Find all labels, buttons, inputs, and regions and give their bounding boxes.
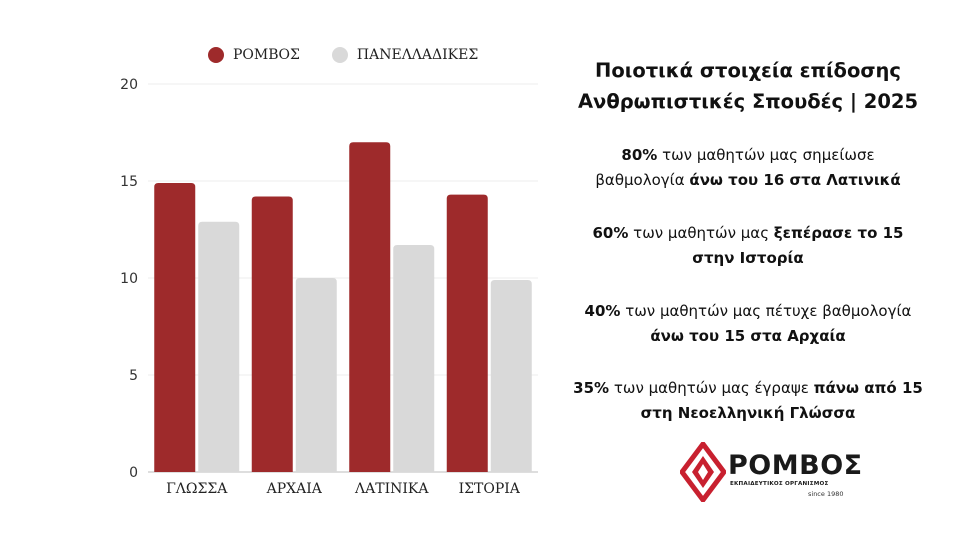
legend-item-romvos: ΡΟΜΒΟΣ	[208, 47, 300, 63]
stat-language-bold2: στη Νεοελληνική Γλώσσα	[640, 404, 856, 422]
chart-area: ΡΟΜΒΟΣ ΠΑΝΕΛΛΑΔΙΚΕΣ 0 5 10 15 20 ΓΛΩΣΣΑ ΑΡΧΑΙΑ…	[120, 47, 538, 497]
stat-history: 60% των μαθητών μας ξεπέρασε το 15 στην …	[548, 221, 948, 271]
panel-title-line2: Ανθρωπιστικές Σπουδές | 2025	[577, 90, 919, 113]
chart-legend: ΡΟΜΒΟΣ ΠΑΝΕΛΛΑΔΙΚΕΣ	[208, 47, 478, 63]
legend-label-romvos: ΡΟΜΒΟΣ	[233, 47, 300, 63]
bar-panelladikes	[490, 279, 532, 472]
stat-language-pct: 35%	[573, 379, 610, 397]
romvos-logo: ΡΟΜΒΟΣ ΕΚΠΑΙΔΕΥΤΙΚΟΣ ΟΡΓΑΝΙΣΜΟΣ since 19…	[680, 442, 863, 502]
stat-language-bold1: πάνω από 15	[813, 379, 923, 397]
stat-language-text1: των μαθητών μας έγραψε	[609, 379, 814, 397]
y-tick-label: 0	[129, 465, 138, 481]
logo-since: since 1980	[808, 490, 844, 498]
stat-ancient: 40% των μαθητών μας πέτυχε βαθμολογία άν…	[548, 299, 948, 349]
logo-subtitle: ΕΚΠΑΙΔΕΥΤΙΚΟΣ ΟΡΓΑΝΙΣΜΟΣ	[730, 481, 829, 487]
bar-romvos	[446, 194, 488, 472]
stat-latin-text1: των μαθητών μας σημείωσε	[657, 146, 875, 164]
bar-panelladikes	[393, 245, 435, 472]
legend-label-panelladikes: ΠΑΝΕΛΛΑΔΙΚΕΣ	[356, 47, 479, 63]
legend-swatch-panelladikes	[331, 47, 348, 63]
logo-name: ΡΟΜΒΟΣ	[728, 450, 863, 481]
stat-ancient-bold2: άνω του 15 στα Αρχαία	[650, 327, 846, 345]
stat-ancient-text1: των μαθητών μας πέτυχε βαθμολογία	[620, 302, 912, 320]
stat-language: 35% των μαθητών μας έγραψε πάνω από 15 σ…	[548, 376, 948, 426]
x-tick-label: ΙΣΤΟΡΙΑ	[459, 481, 521, 497]
x-tick-label: ΑΡΧΑΙΑ	[266, 481, 323, 497]
stat-latin-pct: 80%	[621, 146, 658, 164]
bar-panelladikes	[295, 278, 337, 472]
stat-ancient-pct: 40%	[584, 302, 621, 320]
stat-history-bold2: στην Ιστορία	[692, 249, 804, 267]
x-tick-label: ΛΑΤΙΝΙΚΑ	[354, 481, 429, 497]
panel-title: Ποιοτικά στοιχεία επίδοσης Ανθρωπιστικές…	[548, 55, 948, 117]
stat-history-pct: 60%	[592, 224, 629, 242]
romvos-logo-mark-icon	[680, 442, 726, 502]
y-tick-label: 5	[129, 368, 138, 384]
bar-romvos	[349, 142, 391, 472]
legend-swatch-romvos	[208, 47, 224, 63]
bar-romvos	[251, 196, 293, 472]
stat-latin-bold2: άνω του 16 στα Λατινικά	[689, 171, 901, 189]
bar-panelladikes	[198, 221, 240, 472]
stat-latin: 80% των μαθητών μας σημείωσε βαθμολογία …	[548, 143, 948, 193]
y-tick-label: 10	[120, 271, 138, 287]
stat-history-text1: των μαθητών μας	[628, 224, 774, 242]
stat-latin-text2: βαθμολογία	[595, 171, 690, 189]
y-tick-label: 20	[120, 77, 138, 93]
info-panel: Ποιοτικά στοιχεία επίδοσης Ανθρωπιστικές…	[548, 55, 948, 422]
x-tick-label: ΓΛΩΣΣΑ	[166, 481, 228, 497]
y-tick-label: 15	[120, 174, 138, 190]
bar-romvos	[154, 182, 196, 472]
legend-item-panelladikes: ΠΑΝΕΛΛΑΔΙΚΕΣ	[331, 47, 479, 63]
bar-chart: 0 5 10 15 20 ΓΛΩΣΣΑ ΑΡΧΑΙΑ ΛΑΤΙΝΙΚΑ ΙΣΤΟΡΙΑ	[120, 77, 538, 497]
stat-history-bold1: ξεπέρασε το 15	[773, 224, 904, 242]
panel-title-line1: Ποιοτικά στοιχεία επίδοσης	[595, 59, 901, 82]
